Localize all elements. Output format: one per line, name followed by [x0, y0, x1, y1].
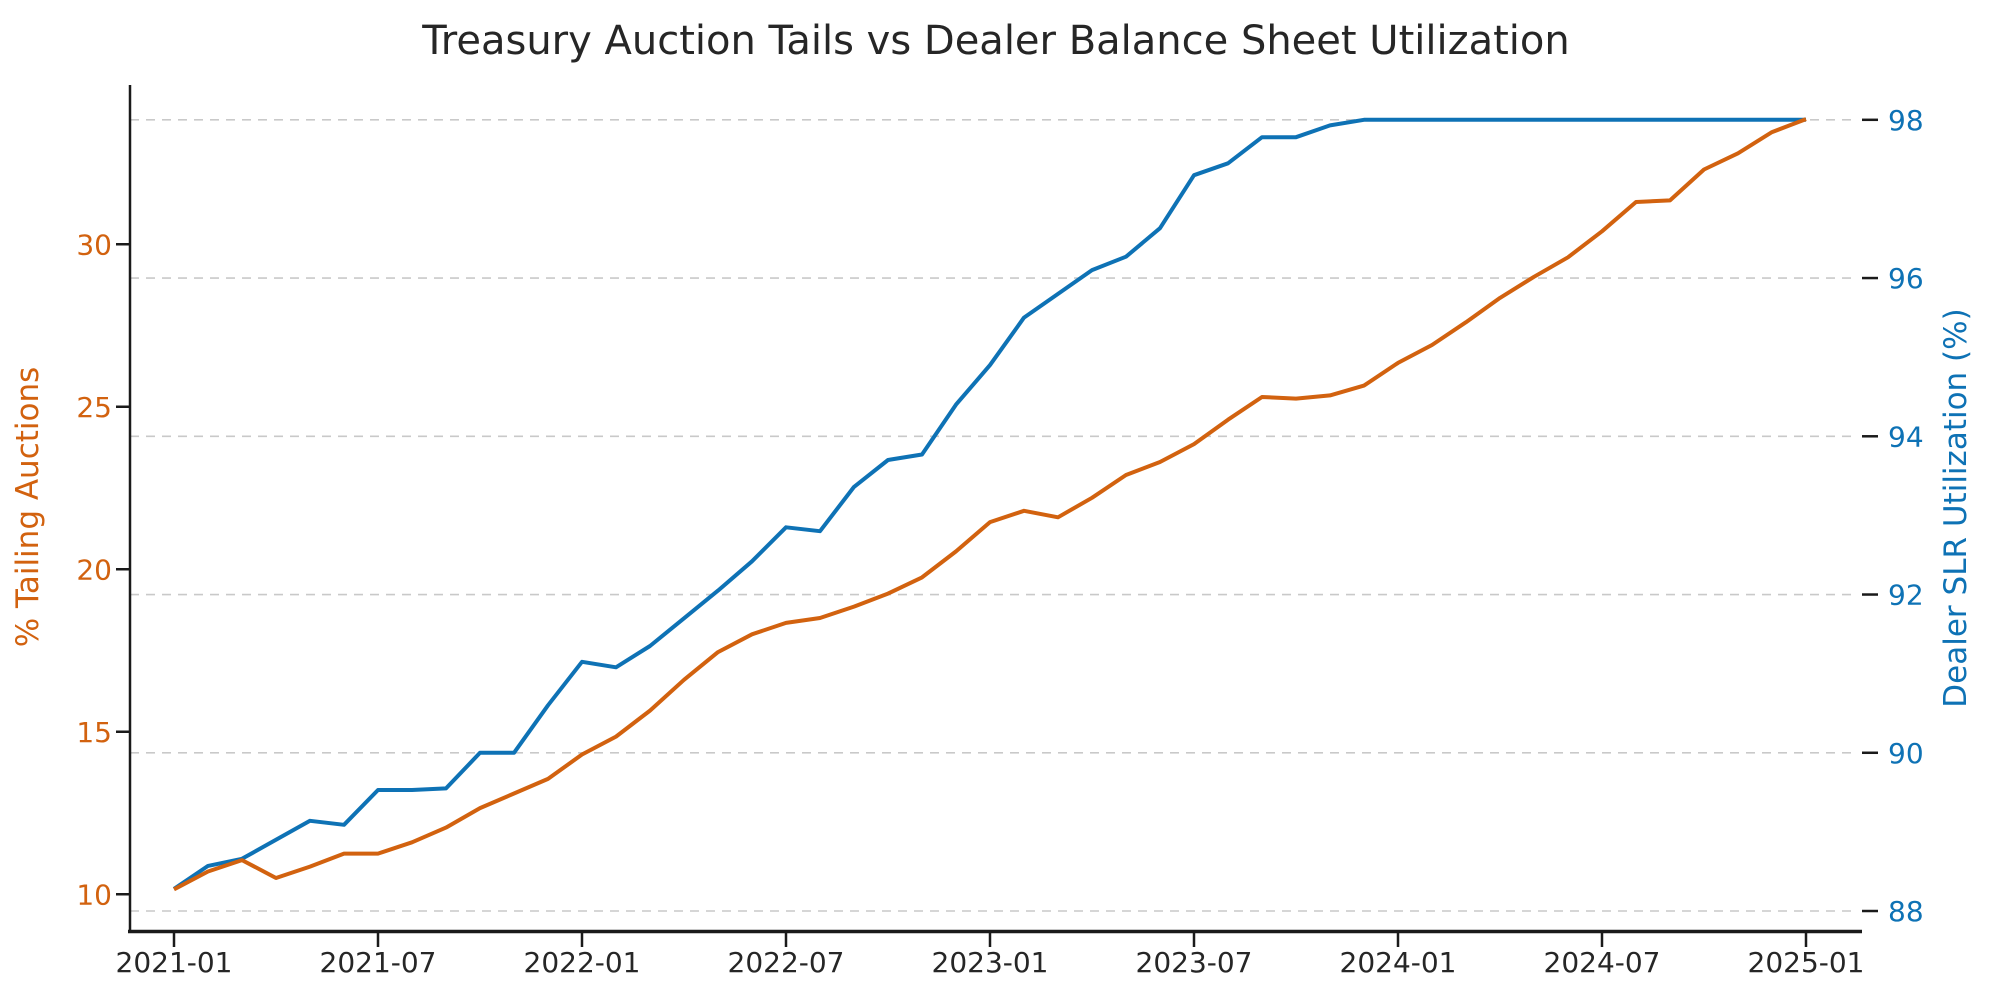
right-tick-label: 90 — [1888, 737, 1924, 770]
x-tick-label: 2024-01 — [1340, 946, 1457, 979]
right-y-axis-label: Dealer SLR Utilization (%) — [1938, 308, 1974, 707]
left-tick-label: 15 — [76, 716, 112, 749]
right-axis-ticks: 88 90 92 94 96 98 — [1862, 104, 1924, 928]
x-axis-ticks: 2021-01 2021-07 2022-01 2022-07 2023-01 2023-… — [116, 933, 1865, 979]
series-line-tailing-auctions — [173, 117, 1807, 892]
right-tick-label: 94 — [1888, 420, 1924, 453]
series-lines — [172, 117, 1807, 892]
x-tick-label: 2022-01 — [524, 946, 641, 979]
left-tick-label: 25 — [76, 391, 112, 424]
left-tick-label: 10 — [76, 878, 112, 911]
left-axis-ticks: 10 15 20 25 30 — [76, 228, 130, 911]
left-y-axis-label: % Tailing Auctions — [10, 367, 46, 648]
series-line-slr-utilization — [172, 117, 1806, 891]
x-tick-label: 2021-01 — [116, 946, 233, 979]
right-tick-label: 92 — [1888, 579, 1924, 612]
x-tick-label: 2021-07 — [320, 946, 437, 979]
left-tick-label: 20 — [76, 553, 112, 586]
axes-spines — [128, 85, 1862, 934]
x-tick-label: 2023-01 — [932, 946, 1049, 979]
right-tick-label: 88 — [1888, 895, 1924, 928]
left-tick-label: 30 — [76, 228, 112, 261]
right-tick-label: 96 — [1888, 262, 1924, 295]
chart-title: Treasury Auction Tails vs Dealer Balance… — [421, 18, 1569, 64]
x-tick-label: 2024-07 — [1544, 946, 1661, 979]
x-tick-label: 2025-01 — [1748, 946, 1865, 979]
x-tick-label: 2022-07 — [728, 946, 845, 979]
x-tick-label: 2023-07 — [1136, 946, 1253, 979]
right-tick-label: 98 — [1888, 104, 1924, 137]
